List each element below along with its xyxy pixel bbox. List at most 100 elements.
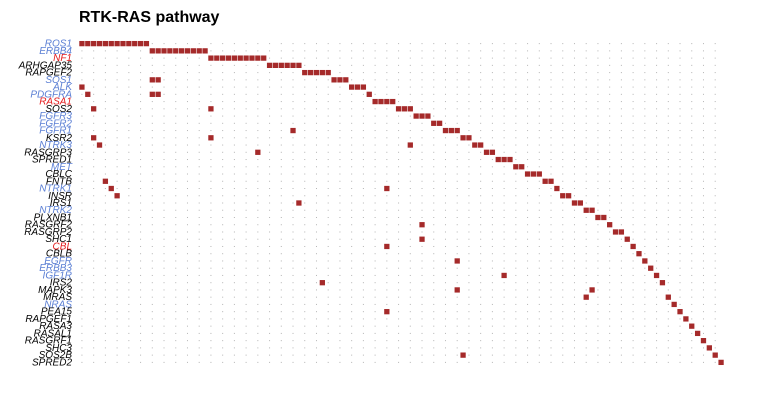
grid-dot (456, 180, 458, 182)
grid-dot (163, 144, 165, 146)
grid-dot (667, 361, 669, 363)
grid-dot (116, 144, 118, 146)
grid-dot (550, 188, 552, 190)
grid-dot (222, 159, 224, 161)
mutation-cell-plxnb1 (595, 214, 601, 221)
grid-dot (140, 267, 142, 269)
grid-dot (292, 282, 294, 284)
grid-dot (538, 296, 540, 298)
grid-dot (691, 209, 693, 211)
grid-dot (573, 137, 575, 139)
grid-dot (538, 72, 540, 74)
grid-dot (81, 137, 83, 139)
grid-dot (327, 209, 329, 211)
grid-dot (691, 296, 693, 298)
grid-dot (186, 180, 188, 182)
grid-dot (280, 311, 282, 313)
grid-dot (421, 253, 423, 255)
grid-dot (386, 340, 388, 342)
grid-dot (433, 195, 435, 197)
grid-dot (186, 202, 188, 204)
grid-dot (116, 57, 118, 59)
grid-dot (409, 303, 411, 305)
grid-dot (632, 173, 634, 175)
grid-dot (609, 195, 611, 197)
grid-dot (374, 282, 376, 284)
grid-dot (233, 325, 235, 327)
grid-dot (573, 72, 575, 74)
grid-dot (104, 144, 106, 146)
grid-dot (163, 151, 165, 153)
grid-dot (257, 50, 259, 52)
grid-dot (702, 303, 704, 305)
grid-dot (163, 340, 165, 342)
grid-dot (116, 311, 118, 313)
grid-dot (491, 108, 493, 110)
grid-dot (398, 188, 400, 190)
grid-dot (515, 180, 517, 182)
gene-label-rasa1: RASA1 (39, 97, 72, 108)
grid-dot (81, 260, 83, 262)
mutation-cell-ksr2 (208, 135, 214, 141)
grid-dot (714, 166, 716, 168)
grid-dot (116, 289, 118, 291)
grid-dot (702, 173, 704, 175)
grid-dot (573, 260, 575, 262)
grid-dot (222, 282, 224, 284)
grid-dot (104, 231, 106, 233)
grid-dot (573, 101, 575, 103)
grid-dot (444, 173, 446, 175)
grid-dot (585, 303, 587, 305)
grid-dot (644, 318, 646, 320)
gene-label-fntb: FNTB (46, 176, 72, 187)
grid-dot (362, 72, 364, 74)
grid-dot (597, 238, 599, 240)
grid-dot (456, 253, 458, 255)
grid-dot (186, 245, 188, 247)
grid-dot (210, 282, 212, 284)
grid-dot (585, 267, 587, 269)
grid-dot (116, 93, 118, 95)
grid-dot (691, 311, 693, 313)
grid-dot (257, 202, 259, 204)
grid-dot (609, 151, 611, 153)
grid-dot (304, 238, 306, 240)
grid-dot (398, 245, 400, 247)
grid-dot (163, 108, 165, 110)
grid-dot (597, 115, 599, 117)
grid-dot (222, 43, 224, 45)
grid-dot (609, 101, 611, 103)
grid-dot (327, 195, 329, 197)
grid-dot (679, 115, 681, 117)
gene-label-cbl: CBL (53, 241, 72, 252)
grid-dot (597, 325, 599, 327)
grid-dot (315, 340, 317, 342)
mutation-cell-pdgfra (155, 91, 161, 97)
grid-dot (456, 267, 458, 269)
grid-dot (374, 260, 376, 262)
grid-dot (186, 57, 188, 59)
grid-dot (315, 93, 317, 95)
grid-dot (656, 267, 658, 269)
grid-dot (679, 340, 681, 342)
grid-dot (104, 202, 106, 204)
grid-dot (702, 311, 704, 313)
grid-dot (280, 159, 282, 161)
grid-dot (151, 64, 153, 66)
grid-dot (104, 289, 106, 291)
grid-dot (656, 282, 658, 284)
gene-label-ntrk3: NTRK3 (39, 140, 72, 151)
grid-dot (409, 311, 411, 313)
grid-dot (609, 289, 611, 291)
grid-dot (280, 180, 282, 182)
grid-dot (210, 72, 212, 74)
mutation-cell-pdgfra (85, 91, 91, 97)
grid-dot (362, 50, 364, 52)
grid-dot (620, 303, 622, 305)
grid-dot (620, 101, 622, 103)
grid-dot (222, 274, 224, 276)
grid-dot (597, 303, 599, 305)
grid-dot (538, 151, 540, 153)
grid-dot (339, 72, 341, 74)
grid-dot (304, 115, 306, 117)
